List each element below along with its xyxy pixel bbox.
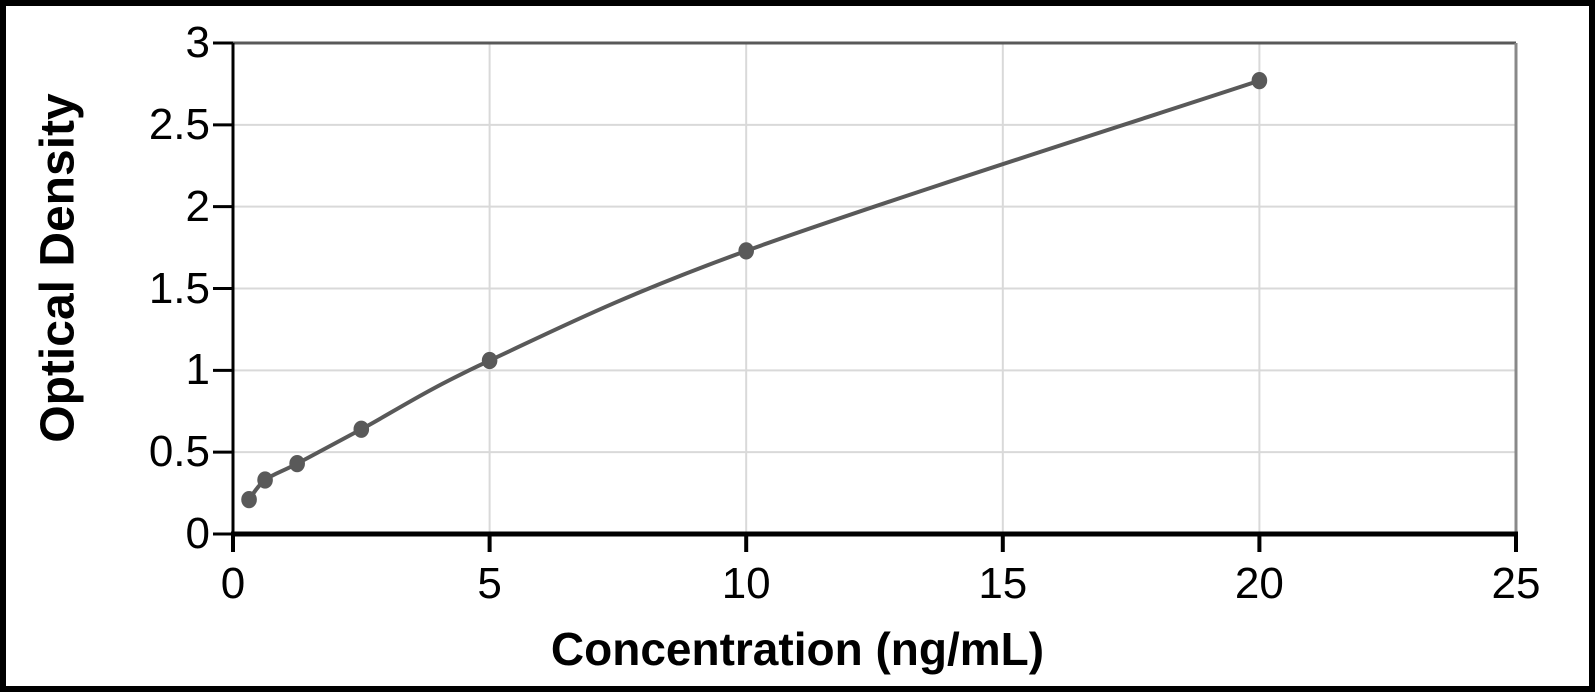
x-axis-title: Concentration (ng/mL) (550, 623, 1045, 675)
y-tick-label: 2 (185, 181, 210, 231)
data-point-marker (257, 471, 273, 489)
x-tick-label: 15 (978, 559, 1028, 608)
y-tick-label: 0 (185, 509, 210, 558)
y-tick-label: 2.5 (148, 99, 210, 149)
y-tick-label: 3 (185, 18, 210, 67)
standard-curve-line (247, 78, 1262, 502)
data-point-marker (241, 491, 257, 509)
x-tick-label: 5 (477, 559, 502, 608)
y-tick-label: 1 (185, 345, 210, 395)
data-point-marker (1251, 72, 1268, 90)
data-point-marker (289, 455, 305, 473)
y-tick-label: 1.5 (148, 263, 210, 313)
data-point-marker (738, 242, 754, 260)
x-tick-label: 25 (1491, 559, 1541, 608)
x-tick-label: 0 (220, 559, 246, 608)
data-point-marker (353, 420, 370, 438)
y-tick-label: 0.5 (148, 427, 210, 477)
data-point-marker (481, 351, 498, 370)
x-tick-label: 20 (1234, 559, 1284, 608)
y-axis-title: Optical Density (31, 93, 85, 443)
x-tick-label: 10 (721, 559, 771, 608)
